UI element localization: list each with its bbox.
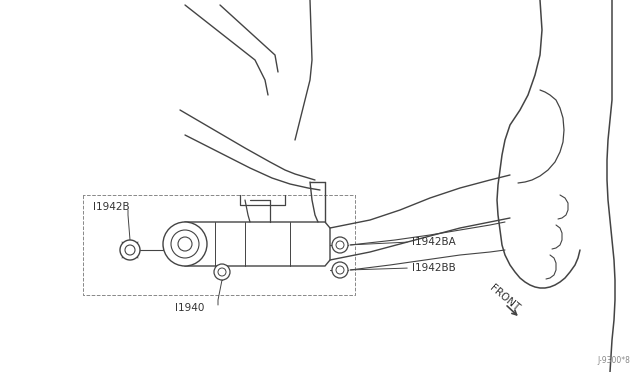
Circle shape bbox=[332, 237, 348, 253]
Text: FRONT: FRONT bbox=[488, 283, 522, 313]
Text: I1942BB: I1942BB bbox=[412, 263, 456, 273]
Text: I1942B: I1942B bbox=[93, 202, 130, 212]
Circle shape bbox=[332, 262, 348, 278]
Text: I1942BA: I1942BA bbox=[412, 237, 456, 247]
Text: I1940: I1940 bbox=[175, 303, 204, 313]
Circle shape bbox=[163, 222, 207, 266]
Text: J-9300*8: J-9300*8 bbox=[597, 356, 630, 365]
Circle shape bbox=[214, 264, 230, 280]
Circle shape bbox=[120, 240, 140, 260]
